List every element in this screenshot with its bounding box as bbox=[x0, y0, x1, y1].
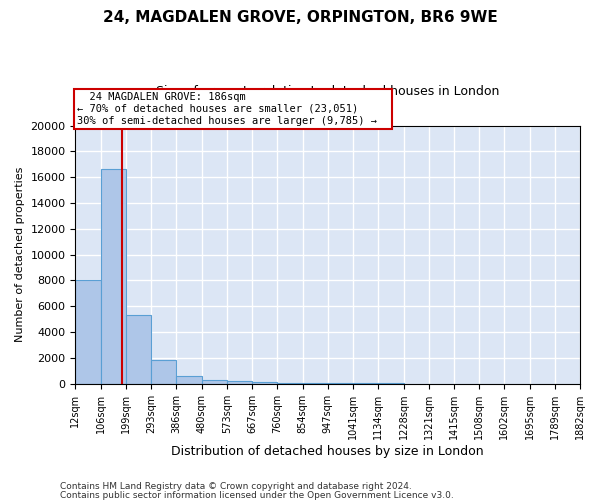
Bar bbox=[126, 316, 151, 384]
Text: Contains HM Land Registry data © Crown copyright and database right 2024.: Contains HM Land Registry data © Crown c… bbox=[60, 482, 412, 491]
Bar bbox=[101, 170, 126, 384]
Bar bbox=[328, 383, 353, 384]
Bar bbox=[277, 382, 302, 384]
Y-axis label: Number of detached properties: Number of detached properties bbox=[15, 167, 25, 342]
Bar bbox=[302, 383, 328, 384]
Bar bbox=[151, 360, 176, 384]
Text: 24 MAGDALEN GROVE: 186sqm
← 70% of detached houses are smaller (23,051)
30% of s: 24 MAGDALEN GROVE: 186sqm ← 70% of detac… bbox=[77, 92, 389, 126]
Text: Contains public sector information licensed under the Open Government Licence v3: Contains public sector information licen… bbox=[60, 490, 454, 500]
X-axis label: Distribution of detached houses by size in London: Distribution of detached houses by size … bbox=[172, 444, 484, 458]
Bar bbox=[227, 381, 252, 384]
Text: 24, MAGDALEN GROVE, ORPINGTON, BR6 9WE: 24, MAGDALEN GROVE, ORPINGTON, BR6 9WE bbox=[103, 10, 497, 25]
Bar bbox=[202, 380, 227, 384]
Bar bbox=[252, 382, 277, 384]
Title: Size of property relative to detached houses in London: Size of property relative to detached ho… bbox=[156, 85, 499, 98]
Bar bbox=[76, 280, 101, 384]
Bar bbox=[176, 376, 202, 384]
